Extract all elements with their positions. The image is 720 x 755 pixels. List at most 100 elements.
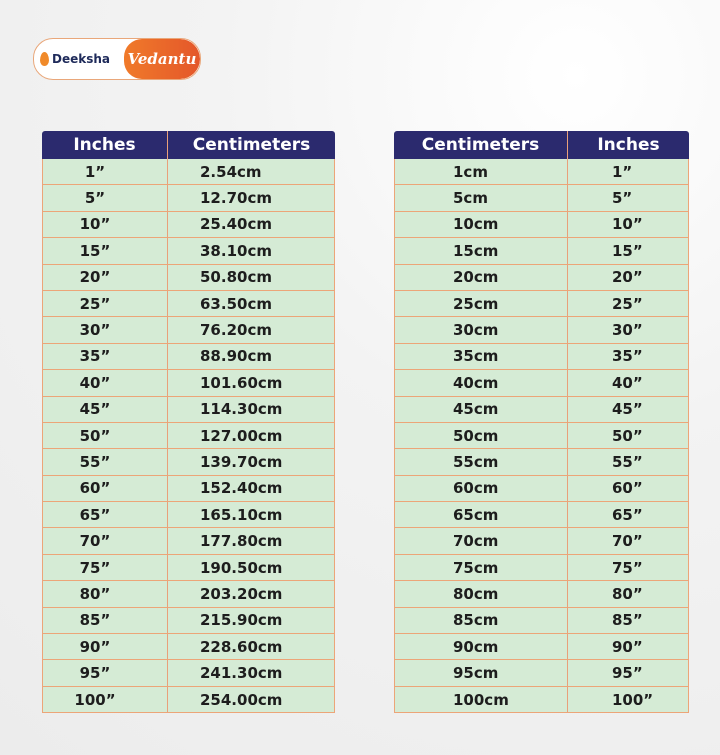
table-cell: 15” [612, 241, 643, 260]
table-cell: 228.60cm [200, 637, 283, 656]
table-cell: 20cm [395, 264, 568, 290]
table-row: 60cm 60” [394, 475, 689, 503]
table-cell: 1cm [395, 159, 568, 185]
table-row: 70” 177.80cm [42, 528, 335, 555]
table-row: 30cm 30” [394, 317, 689, 344]
table-cell: 40” [43, 370, 168, 396]
table-row: 85cm 85” [394, 607, 689, 635]
table-cell: 45” [43, 396, 168, 422]
table-row: 80” 203.20cm [42, 581, 335, 608]
table-cell: 139.70cm [200, 452, 283, 471]
table-cell: 38.10cm [200, 241, 272, 260]
table-row: 100cm 100” [394, 686, 689, 714]
table-cell: 25” [612, 294, 643, 313]
table-row: 90” 228.60cm [42, 634, 335, 661]
table-cell: 35cm [395, 343, 568, 370]
table-cell: 65” [612, 505, 643, 524]
logo-vedantu-text: Vedantu [124, 39, 200, 79]
table-row: 40” 101.60cm [42, 370, 335, 397]
table-row: 45cm 45” [394, 396, 689, 423]
header-inches: Inches [42, 131, 168, 159]
table-cell: 10cm [395, 211, 568, 238]
table-cell: 20” [612, 268, 643, 287]
table-row: 75” 190.50cm [42, 554, 335, 582]
table-cell: 60” [612, 479, 643, 498]
table-row: 1” 2.54cm [42, 159, 335, 186]
table-row: 25cm 25” [394, 290, 689, 318]
table-cell: 25.40cm [200, 215, 272, 234]
table-row: 35cm 35” [394, 343, 689, 371]
table-cell: 254.00cm [200, 690, 283, 709]
table-cell: 1” [43, 159, 168, 185]
header-centimeters: Centimeters [192, 135, 311, 155]
table-row: 10” 25.40cm [42, 211, 335, 239]
table-cell: 5cm [395, 185, 568, 211]
table-cell: 100” [43, 686, 168, 713]
table-cell: 90cm [395, 634, 568, 660]
table-cell: 15cm [395, 238, 568, 264]
table-row: 30” 76.20cm [42, 317, 335, 344]
table-row: 40cm 40” [394, 370, 689, 397]
table-cell: 20” [43, 264, 168, 290]
table-cell: 10” [612, 215, 643, 234]
logo-left: Deeksha [34, 39, 124, 79]
table-cell: 80cm [395, 581, 568, 607]
table-cell: 85cm [395, 607, 568, 634]
table-cell: 30” [43, 317, 168, 343]
table-cell: 70cm [395, 528, 568, 554]
table-row: 5” 12.70cm [42, 185, 335, 212]
table-cell: 15” [43, 238, 168, 264]
table-cell: 100” [612, 690, 654, 709]
table-cell: 70” [43, 528, 168, 554]
table-cell: 55” [612, 452, 643, 471]
table-cell: 35” [612, 347, 643, 366]
table-row: 35” 88.90cm [42, 343, 335, 371]
table-cell: 50” [612, 426, 643, 445]
table-row: 85” 215.90cm [42, 607, 335, 635]
table-cell: 12.70cm [200, 189, 272, 208]
table-row: 55” 139.70cm [42, 449, 335, 476]
table-cell: 152.40cm [200, 479, 283, 498]
table-cell: 55” [43, 449, 168, 475]
table-cell: 55cm [395, 449, 568, 475]
table-row: 100” 254.00cm [42, 686, 335, 714]
table-cell: 70” [612, 532, 643, 551]
table-cell: 177.80cm [200, 532, 283, 551]
table-cell: 190.50cm [200, 558, 283, 577]
table-cell: 40cm [395, 370, 568, 396]
flame-icon [40, 52, 49, 66]
table-cell: 65” [43, 502, 168, 528]
table-cell: 1” [612, 162, 633, 181]
table-row: 70cm 70” [394, 528, 689, 555]
table-cell: 85” [612, 611, 643, 630]
table-row: 80cm 80” [394, 581, 689, 608]
table-cell: 63.50cm [200, 294, 272, 313]
table-row: 95” 241.30cm [42, 660, 335, 687]
table-cell: 25cm [395, 290, 568, 317]
table-cell: 114.30cm [200, 400, 283, 419]
table-cell: 45cm [395, 396, 568, 422]
table-cell: 25” [43, 290, 168, 317]
deeksha-vedantu-logo: Deeksha Vedantu [33, 38, 201, 80]
table-cell: 50.80cm [200, 268, 272, 287]
cm-to-inches-table: Centimeters Inches 1cm 1” 5cm 5” 10cm 10” 15cm… [394, 131, 689, 714]
table-row: 90cm 90” [394, 634, 689, 661]
table-cell: 95cm [395, 660, 568, 686]
table-cell: 5” [43, 185, 168, 211]
table-cell: 88.90cm [200, 347, 272, 366]
table-cell: 60cm [395, 475, 568, 502]
table-cell: 241.30cm [200, 664, 283, 683]
table-row: 5cm 5” [394, 185, 689, 212]
table-cell: 127.00cm [200, 426, 283, 445]
table-cell: 65cm [395, 502, 568, 528]
table-row: 1cm 1” [394, 159, 689, 186]
table-cell: 75” [612, 558, 643, 577]
table-row: 50” 127.00cm [42, 422, 335, 450]
table-row: 50cm 50” [394, 422, 689, 450]
table-cell: 5” [612, 189, 633, 208]
table-cell: 80” [612, 584, 643, 603]
table-header: Inches Centimeters [42, 131, 335, 159]
logo-deeksha-text: Deeksha [52, 52, 111, 66]
table-row: 65cm 65” [394, 502, 689, 529]
table-cell: 50” [43, 422, 168, 449]
